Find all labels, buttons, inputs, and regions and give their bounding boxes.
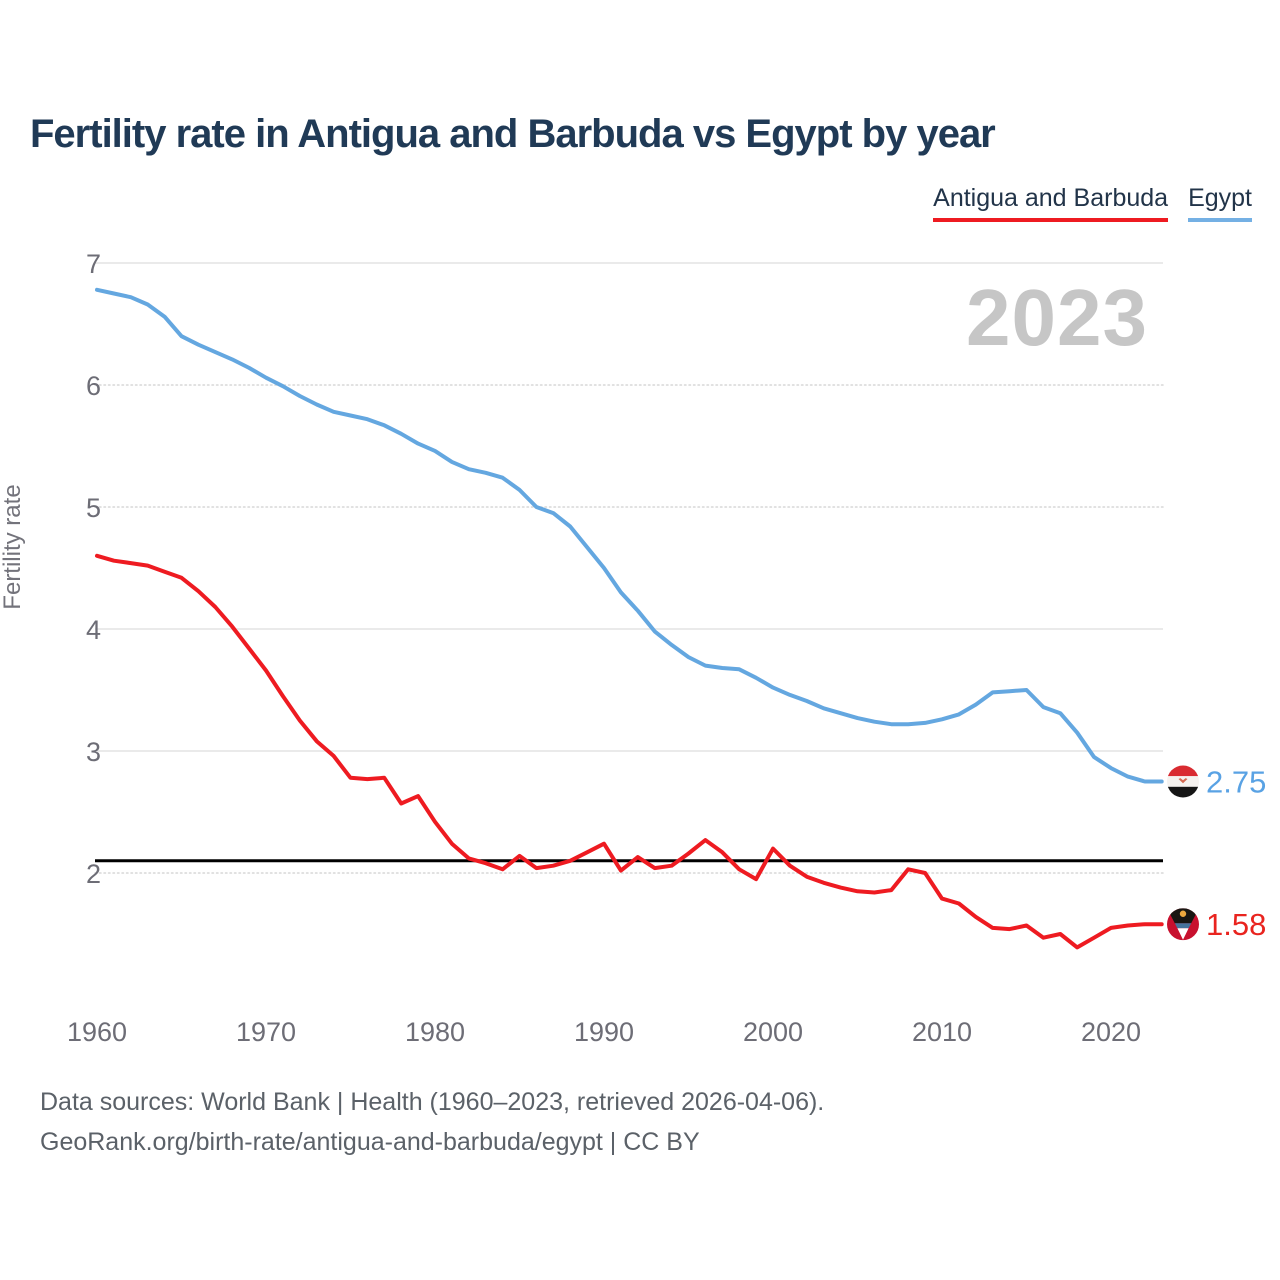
y-tick-4: 4 (86, 615, 101, 645)
y-tick-5: 5 (86, 493, 101, 523)
footer-attribution: GeoRank.org/birth-rate/antigua-and-barbu… (40, 1128, 700, 1156)
x-tick-1960: 1960 (67, 1017, 127, 1047)
legend-item-egypt[interactable]: Egypt (1188, 184, 1252, 222)
footer-data-sources: Data sources: World Bank | Health (1960–… (40, 1088, 825, 1116)
egypt-end-value-label: 2.75 (1206, 765, 1266, 800)
x-axis-tick-labels: 1960 1970 1980 1990 2000 2010 2020 (67, 1017, 1141, 1047)
y-tick-2: 2 (86, 859, 101, 889)
watermark-year: 2023 (966, 273, 1148, 362)
y-tick-7: 7 (86, 249, 101, 279)
y-axis-tick-labels: 7 6 5 4 3 2 (86, 249, 101, 889)
page-title: Fertility rate in Antigua and Barbuda vs… (30, 112, 996, 156)
egypt-series-line (95, 287, 1164, 784)
y-tick-6: 6 (86, 371, 101, 401)
footer: Data sources: World Bank | Health (1960–… (40, 1082, 824, 1162)
x-tick-1970: 1970 (236, 1017, 296, 1047)
y-tick-3: 3 (86, 737, 101, 767)
x-tick-1980: 1980 (405, 1017, 465, 1047)
x-tick-2000: 2000 (743, 1017, 803, 1047)
antigua-end-value-label: 1.58 (1206, 907, 1266, 942)
egypt-flag-icon (1167, 765, 1199, 798)
legend-item-antigua-and-barbuda[interactable]: Antigua and Barbuda (933, 184, 1169, 222)
x-tick-1990: 1990 (574, 1017, 634, 1047)
antigua-series-line (95, 553, 1164, 950)
gridlines (94, 262, 1164, 874)
antigua-barbuda-flag-icon (1167, 908, 1199, 941)
x-tick-2020: 2020 (1081, 1017, 1141, 1047)
x-tick-2010: 2010 (912, 1017, 972, 1047)
legend: Antigua and Barbuda Egypt (933, 184, 1252, 222)
